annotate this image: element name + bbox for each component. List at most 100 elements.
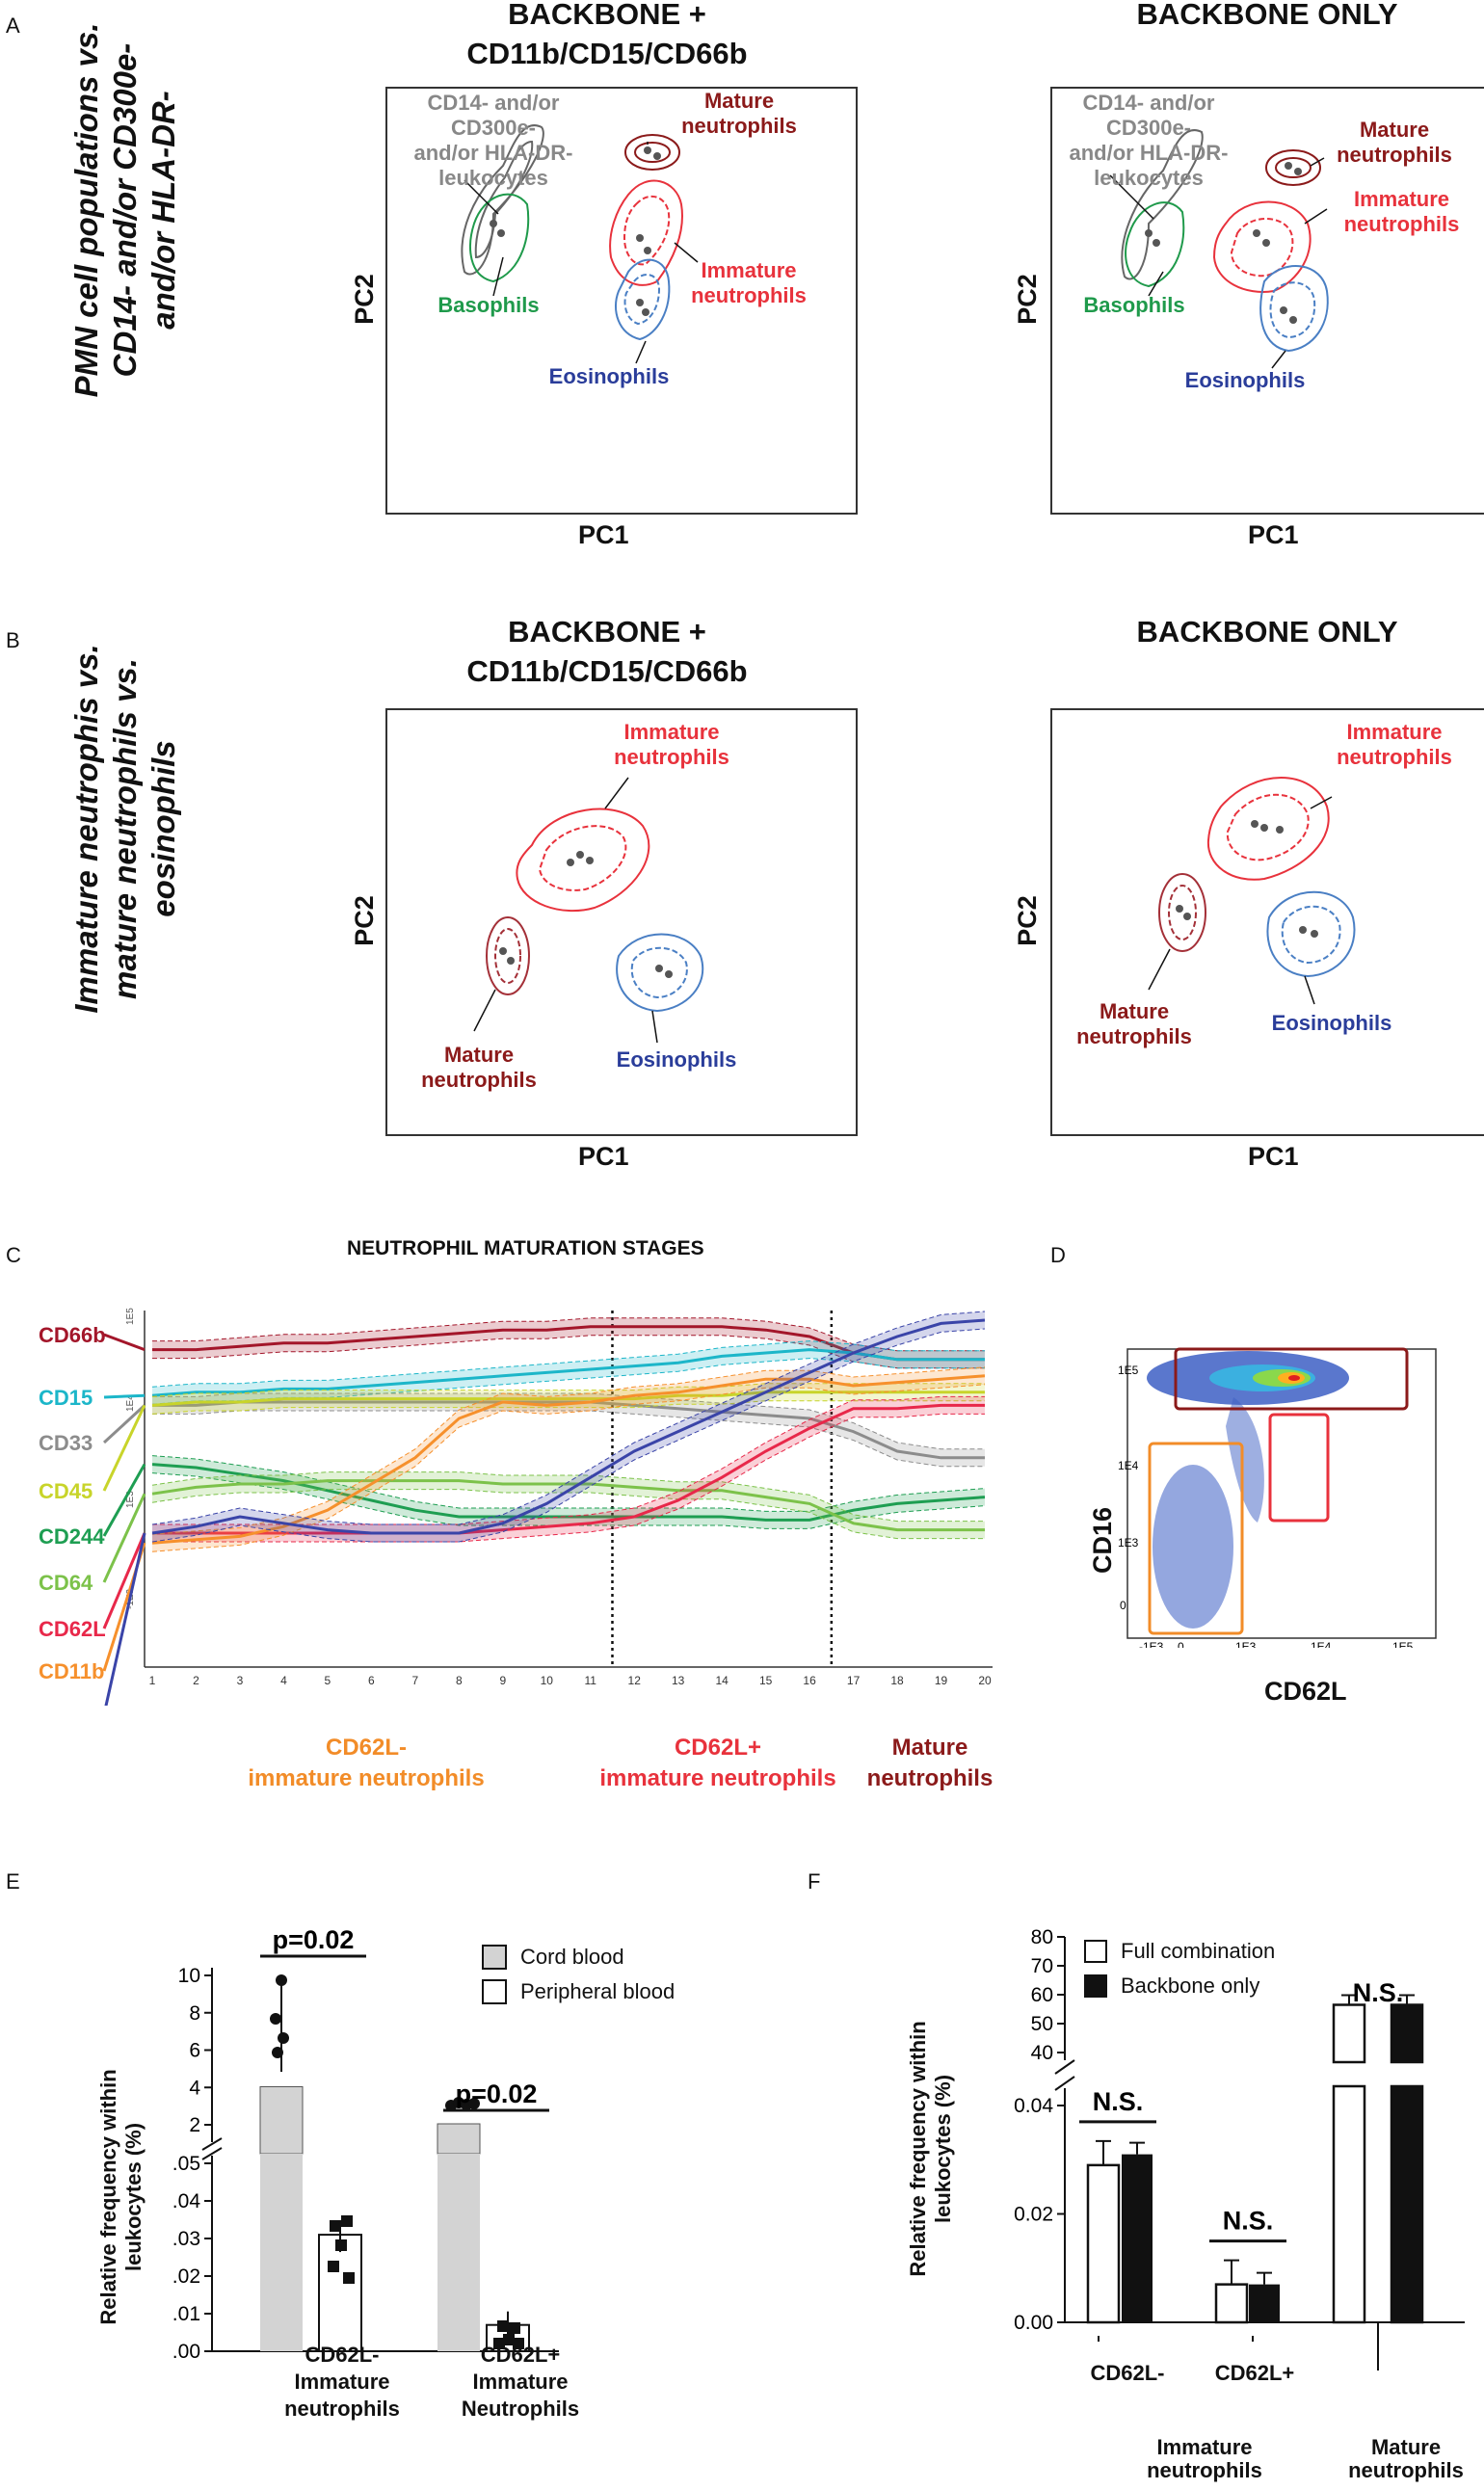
legend-swatch-white — [1084, 1940, 1107, 1963]
row-label-line: PMN cell populations vs. — [68, 22, 104, 398]
x-tick: 1E5 — [1392, 1640, 1414, 1648]
series-band-cd33 — [152, 1393, 985, 1467]
legend-label: Full combination — [1121, 1939, 1276, 1963]
y-tick-label: 0.04 — [173, 2190, 200, 2212]
basophil-contours — [469, 193, 530, 283]
data-point — [328, 2261, 339, 2272]
gate-cd62l-neg — [1148, 1442, 1244, 1635]
y-tick-label: 0.00 — [173, 2341, 200, 2363]
data-point — [343, 2272, 355, 2284]
series-band-cd244 — [152, 1455, 985, 1529]
legend-label: Backbone only — [1121, 1973, 1260, 1998]
label-mature: Mature neutrophils — [407, 1043, 551, 1093]
label-line: CD14- and/or CD300e- — [1082, 91, 1215, 140]
x-tick: -1E3 — [1139, 1640, 1164, 1648]
label-line: Mature — [1359, 118, 1430, 142]
e-ylabel: Relative frequency within leukocytes (%) — [96, 2033, 154, 2361]
ylabel-line: Relative frequency within — [96, 2069, 120, 2325]
label-line: Mature — [1099, 999, 1170, 1023]
x-tick: 1E4 — [1311, 1640, 1332, 1648]
legend-label: Cord blood — [520, 1945, 624, 1969]
label-line: neutrophils — [691, 283, 807, 307]
pca-contours — [461, 124, 699, 364]
row-label-line: eosinophils — [146, 740, 181, 917]
row-label-line: Immature neutrophis vs. — [68, 644, 104, 1014]
pca-plot-b-left: Immature neutrophils Mature neutrophils Eo… — [385, 708, 858, 1136]
y-tick-label: 6 — [189, 2040, 200, 2062]
axis-break — [1054, 2059, 1075, 2075]
axis-break — [1054, 2076, 1075, 2091]
b-left-xlabel: PC1 — [578, 1142, 629, 1171]
series-ci-upper — [152, 1317, 985, 1352]
x-tick-label: 4 — [280, 1674, 287, 1687]
stage-line: Mature — [891, 1735, 968, 1761]
panel-letter-f: F — [808, 1869, 821, 1894]
y-tick-label: 0.03 — [173, 2228, 200, 2250]
label-leukocytes: CD14- and/or CD300e-and/or HLA-DR-leukoc… — [397, 91, 590, 191]
series-band-cd64 — [152, 1471, 985, 1539]
title-line: BACKBONE + — [508, 615, 706, 649]
label-line: and/or HLA-DR- — [1069, 141, 1229, 165]
y-tick-label: 4 — [189, 2077, 200, 2099]
panel-b-left-title: BACKBONE + CD11b/CD15/CD66b — [381, 612, 834, 691]
series-label-cd64: CD64 — [39, 1571, 93, 1595]
mature-contours — [1265, 149, 1321, 186]
immature-contours — [1212, 200, 1312, 293]
cat-line: CD62L- — [305, 2343, 380, 2367]
cat-line: Neutrophils — [461, 2397, 580, 2421]
series-connector — [104, 1532, 146, 1706]
pca-contours — [473, 777, 704, 1044]
ylabel-line: Relative frequency within — [906, 2021, 930, 2277]
x-tick-label: 1 — [149, 1674, 156, 1687]
bar-cord-blood-lower — [437, 2154, 480, 2351]
series-label-cd244: CD244 — [39, 1524, 105, 1549]
data-point — [497, 2320, 509, 2332]
label-immature: Immature neutrophils — [1322, 720, 1467, 770]
y-tick-label: 60 — [1031, 1984, 1053, 2006]
callout-lines — [1148, 796, 1333, 1005]
series-ci-upper — [151, 1455, 986, 1512]
x-tick-label: 2 — [193, 1674, 199, 1687]
series-line-cd33 — [152, 1400, 985, 1460]
x-tick: 0 — [1178, 1640, 1184, 1648]
y-tick-label: 1E5 — [125, 1308, 136, 1325]
eosinophil-contours — [1259, 265, 1329, 353]
f-cat-2: CD62L+ — [1214, 2361, 1295, 2385]
panel-letter-b: B — [6, 628, 20, 652]
series-label-cd11b: CD11b — [39, 1659, 104, 1683]
a-left-xlabel: PC1 — [578, 520, 629, 549]
ylabel-line: leukocytes (%) — [931, 2074, 955, 2224]
data-point — [335, 2239, 347, 2251]
flow-dotplot-cd16-cd62l: 1E5 1E4 1E3 0 -1E3 0 1E3 1E4 1E5 — [1118, 1347, 1437, 1648]
x-tick: 1E3 — [1235, 1640, 1257, 1648]
x-tick-label: 9 — [499, 1674, 506, 1687]
gate-cd62l-pos — [1268, 1413, 1330, 1523]
y-tick-label: 8 — [189, 2002, 200, 2025]
row-label-line: and/or HLA-DR- — [146, 91, 181, 330]
cat-line: Immature — [472, 2370, 569, 2394]
label-line: neutrophils — [614, 745, 729, 769]
b-left-ylabel: PC2 — [349, 895, 379, 946]
y-tick: 1E3 — [1118, 1536, 1139, 1550]
panel-letter-e: E — [6, 1869, 20, 1894]
y-tick-label: 1E4 — [125, 1394, 136, 1412]
label-mature: Mature neutrophils — [1322, 118, 1467, 168]
stage-label-mature: Mature neutrophils — [848, 1733, 1012, 1794]
label-line: CD14- and/or CD300e- — [427, 91, 560, 140]
series-ci-lower — [151, 1472, 986, 1529]
eosinophil-contours — [615, 258, 671, 341]
bar-cord-blood-lower — [260, 2154, 303, 2351]
mature-contours — [624, 134, 680, 171]
legend-swatch-black — [1084, 1974, 1107, 1998]
data-point — [270, 2013, 281, 2025]
bar-full-combination-lower — [1332, 2084, 1366, 2324]
label-immature: Immature neutrophils — [676, 258, 821, 308]
y-tick-label: 70 — [1031, 1955, 1053, 1977]
row-label-line: CD14- and/or CD300e- — [107, 42, 143, 378]
panel-a-right-title: BACKBONE ONLY — [1136, 0, 1398, 31]
series-line-cd15 — [151, 1348, 985, 1397]
cat-line: CD62L+ — [480, 2343, 561, 2367]
x-tick-label: 13 — [672, 1674, 685, 1687]
label-basophils: Basophils — [1083, 293, 1185, 317]
y-tick-label: 50 — [1031, 2013, 1053, 2035]
